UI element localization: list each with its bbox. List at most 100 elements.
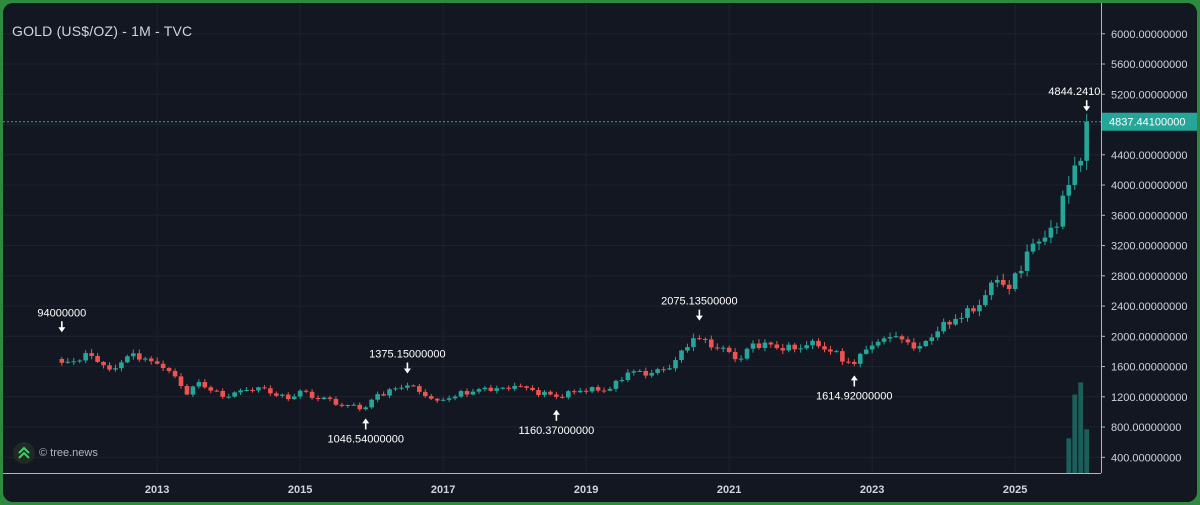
candle-body[interactable]: [863, 349, 869, 354]
candle-body[interactable]: [434, 398, 440, 401]
candle-body[interactable]: [732, 351, 738, 360]
candle-body[interactable]: [792, 344, 798, 350]
candle-body[interactable]: [589, 387, 595, 392]
candle-body[interactable]: [518, 385, 523, 387]
candlestick-chart[interactable]: 94000000 1046.54000000 1375.15000000 1160.3…: [3, 3, 1197, 502]
candle-body[interactable]: [637, 370, 643, 372]
candle-body[interactable]: [154, 361, 160, 364]
candle-body[interactable]: [95, 355, 100, 362]
candle-body[interactable]: [178, 376, 184, 387]
candle-body[interactable]: [595, 387, 601, 391]
candle-body[interactable]: [125, 356, 130, 363]
candle-body[interactable]: [494, 388, 500, 391]
candle-body[interactable]: [822, 346, 827, 350]
candle-body[interactable]: [571, 391, 577, 393]
candle-body[interactable]: [941, 321, 946, 332]
candle-body[interactable]: [297, 390, 303, 397]
candle-body[interactable]: [476, 389, 482, 392]
candle-body[interactable]: [846, 361, 851, 363]
candle-body[interactable]: [685, 347, 690, 351]
candle-body[interactable]: [899, 336, 905, 340]
candle-body[interactable]: [1042, 237, 1048, 242]
candle-body[interactable]: [482, 387, 488, 390]
candle-body[interactable]: [65, 361, 71, 363]
candle-body[interactable]: [268, 388, 273, 394]
candle-body[interactable]: [345, 405, 351, 407]
candle-body[interactable]: [786, 344, 792, 351]
candle-body[interactable]: [851, 362, 857, 364]
candle-body[interactable]: [977, 305, 982, 312]
candle-body[interactable]: [208, 387, 214, 391]
candle-body[interactable]: [613, 380, 619, 389]
candle-body[interactable]: [1060, 195, 1066, 227]
candle-body[interactable]: [768, 342, 774, 345]
candle-body[interactable]: [244, 389, 249, 391]
candle-body[interactable]: [738, 358, 744, 360]
candle-body[interactable]: [869, 345, 875, 350]
candle-body[interactable]: [488, 387, 494, 391]
candle-body[interactable]: [279, 394, 285, 396]
candle-body[interactable]: [1066, 185, 1072, 196]
candle-body[interactable]: [708, 339, 714, 348]
candle-body[interactable]: [893, 336, 899, 338]
candle-body[interactable]: [77, 360, 83, 362]
candle-body[interactable]: [1018, 270, 1024, 274]
candle-body[interactable]: [971, 308, 976, 312]
candle-body[interactable]: [720, 347, 726, 349]
candle-body[interactable]: [136, 353, 142, 360]
candle-body[interactable]: [363, 407, 369, 410]
candle-body[interactable]: [554, 394, 559, 397]
candle-body[interactable]: [202, 382, 208, 388]
candle-body[interactable]: [375, 394, 380, 400]
candle-body[interactable]: [232, 392, 237, 397]
candle-body[interactable]: [274, 393, 279, 396]
candle-body[interactable]: [506, 387, 512, 389]
candle-body[interactable]: [661, 369, 666, 371]
candle-body[interactable]: [679, 350, 684, 361]
candle-body[interactable]: [989, 282, 994, 296]
candle-body[interactable]: [1036, 241, 1042, 244]
candle-body[interactable]: [857, 353, 863, 364]
candle-body[interactable]: [840, 351, 845, 362]
candle-body[interactable]: [214, 390, 220, 392]
candle-body[interactable]: [440, 399, 446, 401]
candle-body[interactable]: [947, 321, 952, 325]
candle-body[interactable]: [226, 396, 231, 398]
candle-body[interactable]: [369, 399, 374, 408]
candle-body[interactable]: [452, 396, 458, 399]
candle-body[interactable]: [726, 347, 732, 352]
candle-body[interactable]: [1054, 226, 1060, 228]
candle-body[interactable]: [750, 343, 756, 349]
candle-body[interactable]: [166, 368, 172, 372]
candle-body[interactable]: [512, 385, 517, 389]
candle-body[interactable]: [565, 391, 571, 398]
candle-body[interactable]: [905, 339, 911, 343]
candle-body[interactable]: [655, 369, 660, 373]
candle-body[interactable]: [810, 340, 815, 346]
candle-body[interactable]: [1048, 227, 1054, 238]
candle-body[interactable]: [417, 386, 422, 392]
candle-body[interactable]: [619, 380, 625, 382]
candle-body[interactable]: [881, 338, 887, 342]
candle-body[interactable]: [994, 279, 1000, 283]
candle-body[interactable]: [548, 391, 553, 395]
candle-body[interactable]: [649, 372, 655, 376]
candle-body[interactable]: [327, 397, 333, 399]
candle-body[interactable]: [428, 396, 434, 399]
candle-body[interactable]: [756, 343, 762, 348]
candle-body[interactable]: [714, 347, 720, 349]
candle-body[interactable]: [798, 348, 803, 350]
candle-body[interactable]: [667, 368, 672, 370]
candle-body[interactable]: [631, 371, 637, 373]
candle-body[interactable]: [458, 391, 464, 397]
candle-body[interactable]: [935, 331, 941, 338]
candle-body[interactable]: [911, 342, 917, 349]
candle-body[interactable]: [107, 365, 112, 370]
candle-body[interactable]: [250, 389, 255, 391]
candle-body[interactable]: [542, 391, 547, 396]
candle-body[interactable]: [291, 396, 297, 400]
candle-body[interactable]: [184, 386, 190, 395]
candle-body[interactable]: [160, 363, 166, 369]
candle-body[interactable]: [691, 338, 696, 348]
candle-body[interactable]: [697, 338, 702, 340]
